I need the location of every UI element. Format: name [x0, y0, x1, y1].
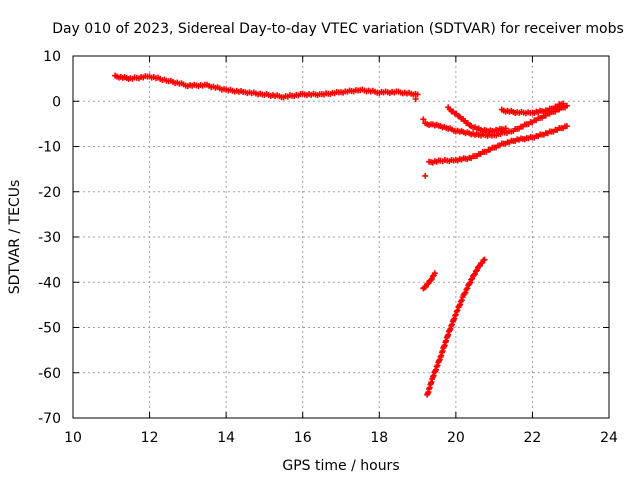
y-axis-label: SDTVAR / TECUs: [7, 180, 23, 295]
series-arc-middle: [426, 123, 570, 166]
data-point: [464, 285, 471, 292]
x-tick-label: 12: [141, 430, 159, 446]
y-tick-label: -40: [38, 275, 61, 291]
x-tick-label: 14: [217, 430, 235, 446]
data-point: [471, 271, 478, 278]
series-arc-right-short: [498, 100, 567, 117]
y-tick-label: -60: [38, 366, 61, 382]
x-tick-label: 16: [294, 430, 312, 446]
data-point: [563, 102, 570, 109]
y-tick-label: -20: [38, 185, 61, 201]
data-point: [412, 95, 419, 102]
y-tick-label: -30: [38, 230, 61, 246]
x-tick-label: 22: [524, 430, 542, 446]
y-tick-label: 10: [43, 49, 61, 65]
data-point: [481, 256, 488, 263]
series-arc-rising: [445, 104, 509, 135]
data-points: [112, 72, 570, 398]
axis-ticks: 10 12 14 16 18 20 22 24 -70 -60 -50 -40 -30 -20 -10 0 10: [38, 49, 618, 446]
x-tick-label: 18: [370, 430, 388, 446]
chart-title: Day 010 of 2023, Sidereal Day-to-day VTE…: [52, 21, 624, 37]
data-point: [462, 289, 469, 296]
x-tick-label: 24: [600, 430, 618, 446]
grid-lines: [73, 56, 609, 418]
data-point: [467, 279, 474, 286]
x-tick-label: 20: [447, 430, 465, 446]
data-point: [420, 116, 427, 123]
x-tick-label: 10: [64, 430, 82, 446]
y-tick-label: -50: [38, 321, 61, 337]
data-point: [468, 276, 475, 283]
x-axis-label: GPS time / hours: [282, 458, 399, 474]
y-tick-label: -10: [38, 140, 61, 156]
data-point: [563, 123, 570, 130]
data-point: [414, 91, 421, 98]
data-point: [457, 301, 464, 308]
data-point: [458, 297, 465, 304]
data-point: [472, 268, 479, 275]
data-point: [427, 276, 434, 283]
data-point: [560, 100, 567, 107]
y-tick-label: -70: [38, 411, 61, 427]
data-point: [431, 270, 438, 277]
data-point: [454, 307, 461, 314]
series-arc-main: [112, 72, 421, 101]
y-tick-label: 0: [52, 94, 61, 110]
data-point: [502, 125, 509, 132]
data-point: [422, 172, 429, 179]
series-arc-steep: [424, 256, 488, 398]
series-isolated-points: [412, 95, 429, 179]
series-arc-short-low: [420, 270, 438, 292]
data-point: [452, 311, 459, 318]
data-point: [429, 273, 436, 280]
